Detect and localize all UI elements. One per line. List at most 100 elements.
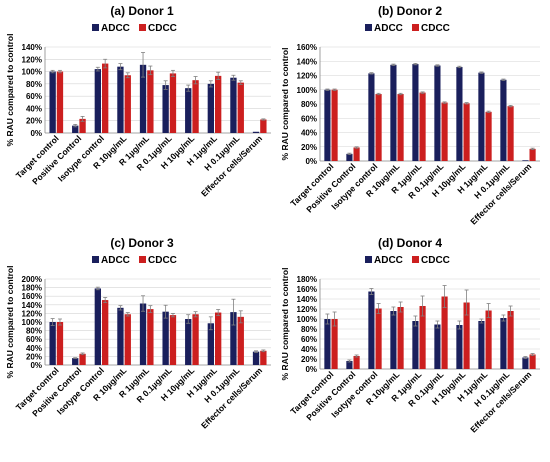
- bar-adcc-9: [522, 357, 529, 369]
- y-tick-label: 120%: [22, 55, 42, 64]
- legend-swatch-cdcc: [139, 24, 146, 31]
- bar-adcc-3: [117, 307, 124, 365]
- bar-cdcc-8: [507, 106, 514, 161]
- bar-adcc-5: [434, 65, 441, 161]
- legend-label-cdcc: CDCC: [421, 23, 450, 34]
- bar-cdcc-3: [124, 314, 131, 365]
- bar-adcc-8: [500, 318, 507, 369]
- bar-cdcc-9: [260, 119, 267, 133]
- bar-cdcc-7: [215, 75, 222, 133]
- bar-cdcc-0: [56, 71, 64, 133]
- bar-adcc-5: [434, 324, 441, 369]
- y-tick-label: 180%: [297, 275, 317, 284]
- y-tick-label: 0%: [305, 157, 317, 166]
- bar-adcc-1: [346, 361, 353, 369]
- bar-cdcc-7: [485, 310, 492, 369]
- bar-cdcc-5: [169, 73, 177, 133]
- bar-adcc-8: [230, 312, 237, 365]
- bar-cdcc-1: [79, 118, 86, 133]
- bar-adcc-6: [185, 88, 192, 133]
- legend-label-cdcc: CDCC: [148, 23, 177, 34]
- y-tick-label: 60%: [26, 92, 42, 101]
- legend: ADCC CDCC: [92, 255, 177, 266]
- bar-adcc-6: [456, 66, 463, 161]
- y-tick-label: 80%: [26, 80, 42, 89]
- y-tick-label: 120%: [297, 305, 317, 314]
- bar-cdcc-5: [169, 315, 177, 365]
- y-tick-label: 100%: [22, 68, 42, 77]
- y-tick-label: 80%: [301, 100, 317, 109]
- bar-adcc-7: [207, 83, 214, 133]
- y-tick-label: 200%: [22, 275, 42, 284]
- bar-adcc-0: [324, 319, 331, 369]
- legend-label-cdcc: CDCC: [148, 255, 177, 266]
- bar-adcc-4: [412, 64, 419, 161]
- bar-adcc-0: [49, 322, 56, 365]
- chart-title: (a) Donor 1: [110, 4, 174, 18]
- legend-swatch-cdcc: [412, 24, 419, 31]
- bar-cdcc-1: [353, 147, 360, 161]
- y-tick-label: 80%: [301, 325, 317, 334]
- legend-label-adcc: ADCC: [374, 255, 403, 266]
- bar-cdcc-3: [397, 94, 404, 161]
- bar-adcc-7: [478, 321, 485, 369]
- bar-adcc-3: [390, 311, 397, 369]
- y-tick-label: 20%: [301, 143, 317, 152]
- chart-title: (c) Donor 3: [110, 236, 174, 250]
- y-tick-label: 60%: [26, 335, 42, 344]
- bar-adcc-3: [390, 64, 397, 161]
- bar-cdcc-6: [192, 314, 199, 365]
- y-axis-label: % RAU compared to control: [5, 266, 15, 379]
- legend-swatch-adcc: [365, 24, 372, 31]
- bar-adcc-2: [368, 291, 375, 369]
- legend: ADCC CDCC: [365, 23, 450, 34]
- legend: ADCC CDCC: [92, 23, 177, 34]
- y-tick-label: 0%: [30, 361, 42, 370]
- bar-adcc-6: [456, 325, 463, 369]
- bar-cdcc-2: [375, 308, 382, 369]
- y-tick-label: 140%: [297, 57, 317, 66]
- legend-label-cdcc: CDCC: [421, 255, 450, 266]
- bar-cdcc-9: [529, 354, 536, 369]
- y-tick-label: 160%: [297, 285, 317, 294]
- legend-label-adcc: ADCC: [101, 23, 130, 34]
- bar-cdcc-2: [102, 300, 109, 365]
- bar-adcc-2: [94, 288, 101, 365]
- legend-swatch-adcc: [365, 256, 372, 263]
- bar-cdcc-7: [215, 312, 222, 365]
- bar-adcc-0: [324, 89, 331, 161]
- bar-adcc-9: [252, 351, 260, 365]
- bar-cdcc-1: [79, 353, 86, 365]
- legend-label-adcc: ADCC: [374, 23, 403, 34]
- chart-panel-1: (a) Donor 1 ADCC CDCC 0% 20% 40% 60% 80% 100% 120…: [5, 4, 271, 199]
- y-tick-label: 140%: [22, 43, 42, 52]
- y-tick-label: 100%: [297, 86, 317, 95]
- y-tick-label: 20%: [26, 352, 42, 361]
- bar-cdcc-6: [192, 80, 199, 133]
- bar-adcc-9: [252, 131, 260, 133]
- bar-adcc-7: [207, 323, 214, 365]
- bar-cdcc-8: [237, 316, 244, 365]
- bar-cdcc-2: [375, 94, 382, 161]
- legend-swatch-cdcc: [412, 256, 419, 263]
- y-tick-label: 100%: [297, 315, 317, 324]
- y-tick-label: 140%: [297, 295, 317, 304]
- bar-cdcc-8: [507, 311, 514, 369]
- bar-adcc-8: [230, 77, 237, 133]
- bar-cdcc-9: [529, 148, 536, 161]
- bar-cdcc-2: [102, 63, 109, 134]
- legend-label-adcc: ADCC: [101, 255, 130, 266]
- y-tick-label: 160%: [297, 43, 317, 52]
- bar-cdcc-4: [147, 70, 154, 133]
- chart-title: (b) Donor 2: [378, 4, 442, 18]
- y-tick-label: 40%: [26, 344, 42, 353]
- bar-cdcc-3: [124, 75, 131, 133]
- y-tick-label: 80%: [26, 327, 42, 336]
- y-tick-label: 60%: [301, 335, 317, 344]
- bar-cdcc-3: [397, 307, 404, 369]
- bar-adcc-6: [185, 318, 192, 365]
- bar-adcc-8: [500, 79, 507, 161]
- bar-cdcc-8: [237, 82, 244, 133]
- bar-cdcc-6: [463, 302, 470, 369]
- bar-adcc-9: [522, 160, 529, 161]
